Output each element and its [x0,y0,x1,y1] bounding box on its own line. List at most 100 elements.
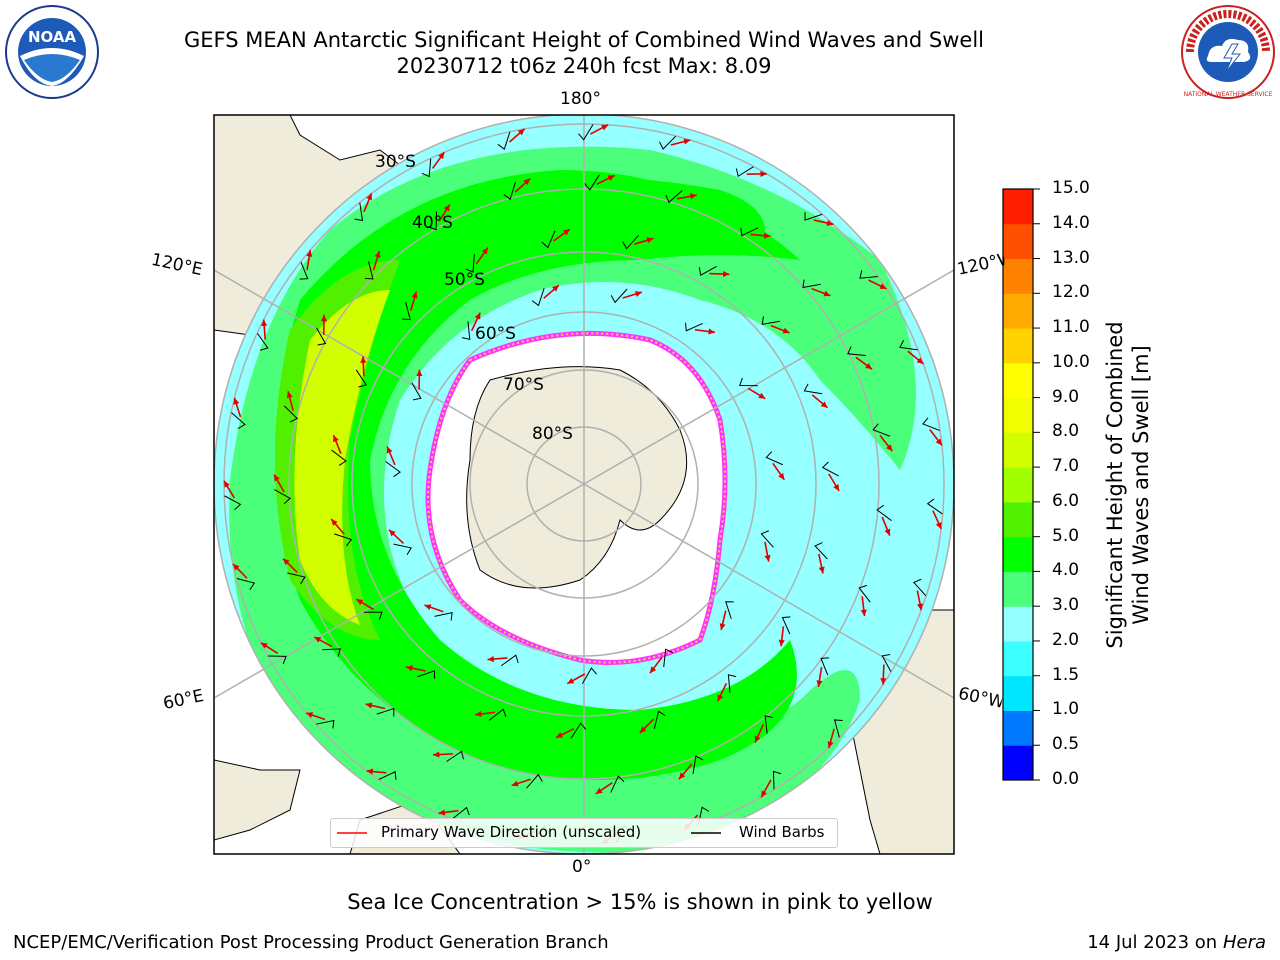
colorbar-label-line2: Wind Waves and Swell [m] [1129,345,1153,625]
footer-date: 14 Jul 2023 on Hera [1087,932,1266,953]
wind-barb [417,670,436,679]
land-antarctica [466,366,688,589]
wave-direction-arrowhead [333,435,339,443]
wave-direction-arrowhead [388,529,396,537]
wave-direction-arrowhead [406,665,413,672]
wave-direction-arrowhead [306,712,314,718]
wave-direction-arrowhead [523,178,531,186]
wave-direction-arrowhead [760,170,767,177]
wind-barb [802,279,821,289]
wave-direction-arrowhead [443,204,450,212]
wind-barb [268,655,287,665]
wind-barb [428,211,438,231]
wave-direction-arrowhead [232,563,240,571]
wind-barb [727,674,737,693]
wind-barb [803,383,823,395]
wind-barb [663,648,674,668]
wind-barb [354,202,364,222]
lat-label-80s: 80°S [532,424,573,444]
wind-barb [760,530,774,548]
colorbar-tick-label: 8.0 [1052,421,1080,442]
wave-direction-arrowhead [360,356,367,363]
wave-direction-arrowhead [474,312,481,320]
colorbar-tick-label: 14.0 [1052,212,1090,233]
wave-direction-arrowhead [823,290,831,297]
wave-direction-arrowhead [366,768,374,775]
wind-barb [570,722,587,739]
wave-direction-arrowhead [595,787,603,794]
wind-barb [402,302,411,321]
colorbar-segment [1003,675,1033,711]
wind-barb [653,710,666,729]
longitude-gridlines [214,115,954,854]
wave-direction-arrowhead [683,138,691,145]
wave-direction-arrowhead [607,175,615,181]
wind-barb [665,189,683,204]
wind-barbs-legend-line [691,832,721,834]
wind-barb [847,346,866,356]
wind-barb [526,773,543,789]
colorbar-tick-label: 2.0 [1052,629,1080,650]
wave-direction-arrowhead [481,247,488,255]
wind-barb [378,771,397,780]
chart-subtitle: 20230712 t06z 240h fcst Max: 8.09 [396,54,772,78]
wind-barb [578,124,594,141]
wave-direction-arrowhead [634,291,642,297]
wave-direction-arrowhead [365,702,373,709]
colorbar-tick-label: 13.0 [1052,247,1090,268]
land-africa [214,759,301,841]
wave-direction-arrowhead [722,270,730,278]
colorbar-segment [1003,328,1033,364]
wave-direction-arrowhead [366,193,372,201]
wave-direction-arrowhead [438,809,446,816]
wind-barb [781,616,791,635]
wind-barb [913,578,927,597]
wave-direction-arrowhead [678,772,686,780]
colorbar-tick-label: 1.5 [1052,664,1080,685]
colorbar-segment [1003,467,1033,503]
wave-direction-arrowhead [826,220,834,226]
colorbar-tick-label: 9.0 [1052,386,1080,407]
wind-barbs-legend-label: Wind Barbs [739,823,825,841]
wind-barb [274,489,291,505]
colorbar-segment [1003,536,1033,572]
colorbar-tick-label: 6.0 [1052,490,1080,511]
wind-barb [814,542,828,560]
wind-barb [461,321,471,341]
colorbar-segment [1003,710,1033,746]
chart-title: GEFS MEAN Antarctic Significant Height o… [183,28,985,52]
wind-barb [821,461,839,477]
wave-direction-arrowhead [935,438,942,446]
svg-text:NOAA: NOAA [28,28,77,46]
colorbar-segment [1003,501,1033,538]
wave-direction-arrowhead [517,128,525,136]
noaa-logo: NOAA [5,5,99,99]
wave-direction-arrowhead [233,397,240,405]
wind-barb [740,227,759,237]
colorbar-segment [1003,223,1033,260]
wind-barb [385,461,401,478]
map-legend: Primary Wave Direction (unscaled) Wind B… [330,818,838,848]
wind-barb [899,340,918,351]
wave-direction-arrowhead [411,291,418,299]
wind-barb [465,254,475,273]
wave-direction-arrowhead [386,446,393,454]
wind-barb [452,806,470,820]
wind-barb [610,288,628,304]
wave-direction-arrowhead [763,232,771,239]
wave-direction-arrowhead [689,193,697,200]
wave-direction-arrowhead [286,391,293,399]
wave-direction-arrowhead [884,528,891,536]
wind-barb [659,135,677,150]
wave-direction-legend-label: Primary Wave Direction (unscaled) [381,823,642,841]
wind-barb [503,181,516,200]
wave-direction-arrowhead [818,566,825,574]
footer-date-text: 14 Jul 2023 on [1087,932,1218,953]
wave-direction-arrowhead [916,357,924,364]
wave-direction-arrowhead [487,656,495,663]
wave-direction-arrowhead [438,152,445,160]
colorbar-tick-label: 4.0 [1052,560,1080,581]
wave-direction-arrowhead [306,250,313,257]
wind-barb [256,332,269,351]
footer-credit: NCEP/EMC/Verification Post Processing Pr… [13,932,609,953]
